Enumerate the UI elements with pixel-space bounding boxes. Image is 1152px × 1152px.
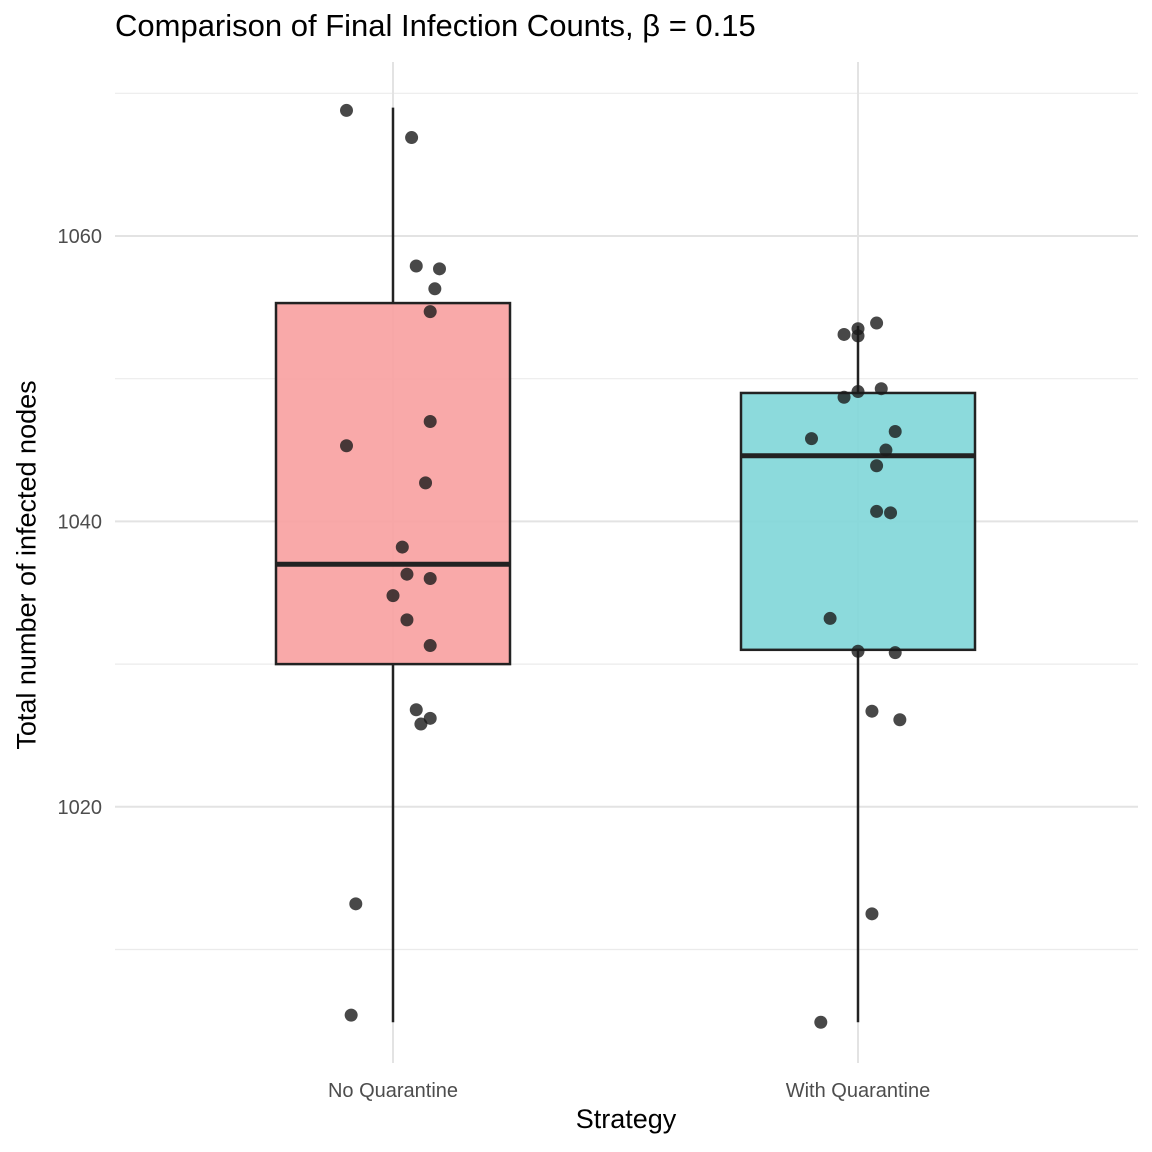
data-point <box>884 506 898 520</box>
data-point <box>395 540 409 554</box>
y-tick-label: 1060 <box>58 226 103 248</box>
data-point <box>423 571 437 585</box>
x-tick-label: No Quarantine <box>328 1080 458 1102</box>
data-point <box>423 711 437 725</box>
data-point <box>865 704 879 718</box>
chart-title: Comparison of Final Infection Counts, β … <box>115 8 756 43</box>
data-point <box>419 476 433 490</box>
data-point <box>423 305 437 319</box>
data-point <box>893 713 907 727</box>
box-1 <box>739 391 977 652</box>
data-point <box>851 385 865 399</box>
data-point <box>386 589 400 603</box>
data-point <box>414 717 428 731</box>
data-point <box>344 1008 358 1022</box>
data-point <box>874 382 888 396</box>
data-point <box>851 644 865 658</box>
data-point <box>409 259 423 273</box>
data-point <box>879 443 893 457</box>
data-point <box>805 432 818 446</box>
data-point <box>400 613 414 627</box>
data-point <box>400 567 414 581</box>
data-point <box>870 504 884 518</box>
data-point <box>837 327 851 341</box>
data-point <box>433 262 446 276</box>
data-point <box>423 639 437 653</box>
data-point <box>814 1015 828 1029</box>
data-point <box>349 897 363 911</box>
data-point <box>888 646 902 660</box>
x-axis-title: Strategy <box>575 1104 677 1134</box>
box-0 <box>274 301 512 666</box>
data-point <box>888 424 902 438</box>
data-point <box>340 103 353 117</box>
data-point <box>837 390 851 404</box>
data-point <box>865 907 879 921</box>
data-point <box>851 329 865 343</box>
y-axis-title: Total number of infected nodes <box>11 380 42 750</box>
data-point <box>423 415 437 429</box>
data-point <box>823 611 837 625</box>
data-point <box>340 439 353 453</box>
data-point <box>870 316 884 330</box>
y-tick-label: 1040 <box>58 511 103 533</box>
data-point <box>409 703 423 717</box>
data-point <box>428 282 442 296</box>
data-point <box>870 459 884 473</box>
data-point <box>405 131 419 145</box>
y-tick-label: 1020 <box>58 797 103 819</box>
x-tick-label: With Quarantine <box>786 1080 931 1102</box>
